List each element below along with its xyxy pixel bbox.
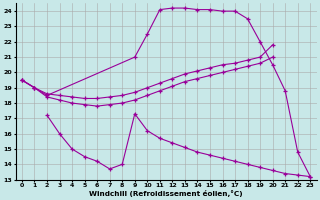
- X-axis label: Windchill (Refroidissement éolien,°C): Windchill (Refroidissement éolien,°C): [89, 190, 243, 197]
